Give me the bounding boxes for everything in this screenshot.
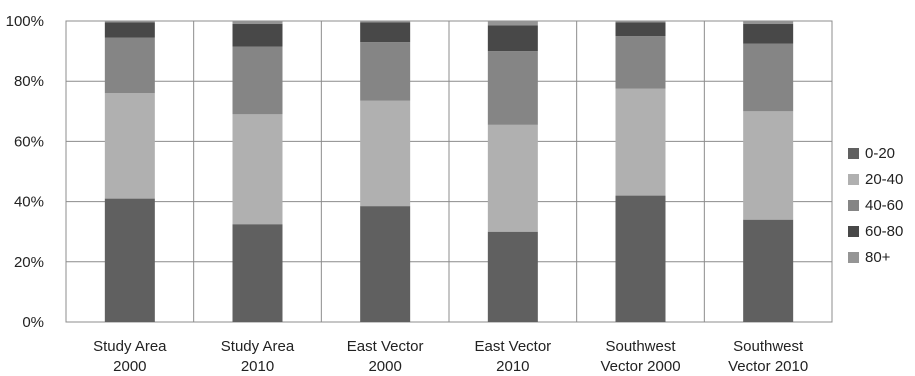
- bar-segment-80+: [615, 21, 666, 23]
- bar-segment-20-40: [104, 93, 155, 199]
- bar-segment-80+: [360, 21, 411, 23]
- bar-segment-80+: [232, 21, 283, 25]
- legend-item-40-60: 40-60: [848, 195, 903, 215]
- x-category-label: 2000: [368, 358, 401, 375]
- x-category-label: Vector 2000: [600, 358, 680, 375]
- bar-segment-20-40: [743, 111, 794, 220]
- bar-segment-60-80: [232, 24, 283, 47]
- bar-segment-0-20: [360, 206, 411, 322]
- bar-segment-20-40: [232, 114, 283, 225]
- bar-segment-60-80: [104, 22, 155, 38]
- bar-segment-0-20: [232, 224, 283, 322]
- legend-item-0-20: 0-20: [848, 143, 903, 163]
- legend-swatch: [848, 199, 859, 211]
- x-category-label: 2010: [496, 358, 529, 375]
- legend-label: 20-40: [865, 170, 904, 188]
- bar-segment-0-20: [743, 219, 794, 322]
- bar-segment-80+: [487, 21, 538, 26]
- legend-label: 40-60: [865, 196, 904, 214]
- y-tick-label: 40%: [14, 194, 44, 211]
- x-category-label: Study Area: [93, 338, 167, 355]
- x-category-label: 2010: [241, 358, 274, 375]
- bar-segment-20-40: [487, 124, 538, 232]
- bar-segment-40-60: [232, 46, 283, 115]
- bar-segment-60-80: [615, 22, 666, 37]
- x-category-label: Southwest: [733, 338, 804, 355]
- legend-label: 60-80: [865, 222, 904, 240]
- y-tick-label: 100%: [6, 13, 44, 30]
- bar-segment-40-60: [615, 36, 666, 89]
- bar-segment-40-60: [743, 43, 794, 112]
- x-category-label: Study Area: [221, 338, 295, 355]
- legend-label: 80+: [865, 248, 891, 266]
- legend-swatch: [848, 147, 859, 159]
- legend-item-60-80: 60-80: [848, 221, 903, 241]
- legend: 0-20 20-40 40-60 60-80 80+: [848, 143, 903, 273]
- bar-segment-0-20: [487, 231, 538, 322]
- bar-segment-40-60: [360, 42, 411, 101]
- x-category-label: East Vector: [347, 338, 424, 355]
- x-category-label: 2000: [113, 358, 146, 375]
- bar-segment-20-40: [360, 100, 411, 207]
- bar-segment-80+: [743, 21, 794, 25]
- bar-segment-0-20: [104, 198, 155, 322]
- bar-segment-60-80: [360, 22, 411, 43]
- bar-segment-60-80: [743, 24, 794, 44]
- y-tick-label: 80%: [14, 73, 44, 90]
- bar-segment-40-60: [104, 37, 155, 94]
- bar-segment-0-20: [615, 195, 666, 322]
- bar-segment-20-40: [615, 88, 666, 196]
- legend-swatch: [848, 225, 859, 237]
- bar-segment-40-60: [487, 51, 538, 125]
- legend-item-20-40: 20-40: [848, 169, 903, 189]
- bar-segment-80+: [104, 21, 155, 23]
- y-tick-label: 60%: [14, 133, 44, 150]
- x-category-label: Vector 2010: [728, 358, 808, 375]
- y-tick-label: 0%: [22, 314, 44, 331]
- x-category-label: East Vector: [474, 338, 551, 355]
- legend-item-80-plus: 80+: [848, 247, 903, 267]
- legend-label: 0-20: [865, 144, 896, 162]
- legend-swatch: [848, 251, 859, 263]
- y-tick-label: 20%: [14, 254, 44, 271]
- legend-swatch: [848, 173, 859, 185]
- bar-segment-60-80: [487, 25, 538, 52]
- x-category-label: Southwest: [605, 338, 676, 355]
